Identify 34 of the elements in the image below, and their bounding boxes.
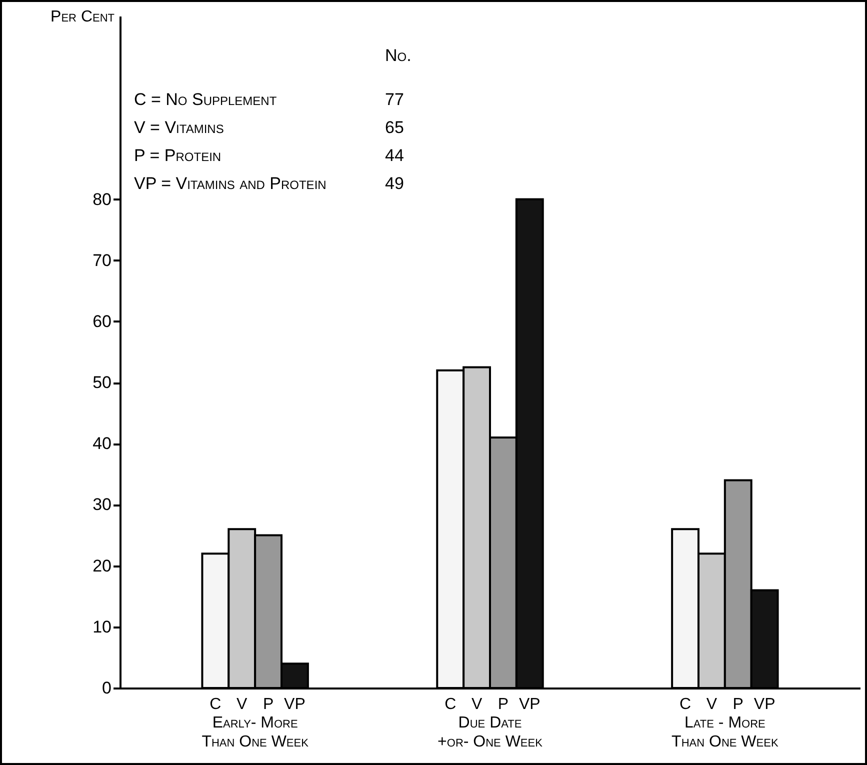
y-tick-label: 0 [102,678,112,698]
series-label: P [262,696,274,713]
annotation: V = Vitamins [134,118,224,137]
y-tick-label: 50 [92,373,112,392]
annotation: P = Protein [134,146,222,165]
annotation: 65 [385,118,404,137]
text: C [444,696,456,713]
y-axis-title: Per Cent [50,8,115,26]
annotation: 44 [385,146,404,165]
text: VP [754,696,776,713]
series-label: C [210,696,222,713]
text: V [706,696,718,713]
annotation: C = No Supplement [134,90,278,109]
annotation: 77 [385,90,404,109]
annotation: VP = Vitamins and Protein [134,174,326,193]
text: V [471,696,482,713]
x-tick-label: Due Date +or- One Week [438,714,544,750]
text: C [679,696,692,713]
series-label: V [236,696,248,713]
y-tick-label: 60 [92,312,112,331]
y-tick-label: 10 [92,617,112,636]
y-tick-label: 70 [92,250,112,270]
y-tick-label: 20 [92,556,112,576]
text: VP [518,696,540,713]
y-tick-label: 30 [92,495,112,514]
series-label: VP [284,696,306,713]
y-tick-label: 40 [92,434,112,454]
text: P [732,696,744,713]
x-tick-label: Early- More Than One Week [202,714,310,750]
text: P [498,696,509,713]
y-tick-label: 80 [92,190,112,209]
annotation: No. [385,46,412,65]
x-tick-label: Late - More Than One Week [672,714,779,750]
annotation: 49 [385,174,404,193]
